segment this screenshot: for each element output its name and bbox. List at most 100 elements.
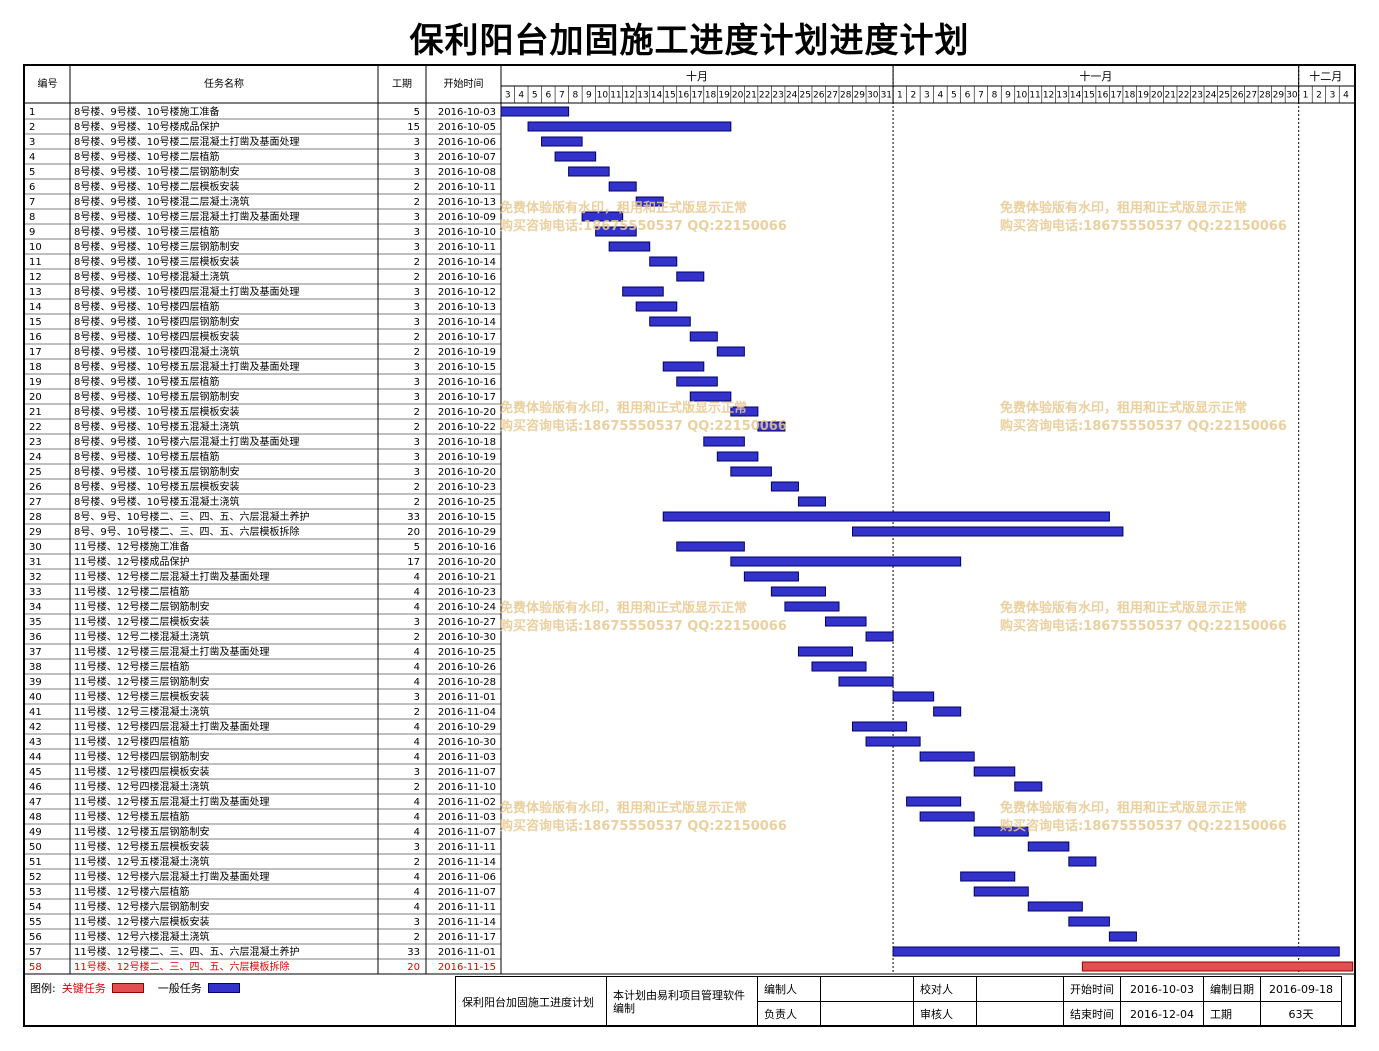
task-name: 8号楼、9号楼、10号楼四层钢筋制安 [74, 315, 239, 328]
task-bar [608, 241, 651, 252]
task-duration: 3 [414, 317, 420, 328]
day-tick-label: 4 [938, 91, 944, 101]
task-start: 2016-10-17 [438, 392, 496, 403]
task-id: 36 [29, 632, 42, 643]
day-tick-label: 24 [1205, 91, 1217, 101]
task-name: 11号楼、12号楼五层混凝土打凿及基面处理 [74, 795, 269, 808]
task-name: 8号楼、9号楼、10号楼四混凝土浇筑 [74, 345, 239, 358]
task-name: 8号、9号、10号楼二、三、四、五、六层模板拆除 [74, 525, 299, 538]
task-name: 11号楼、12号楼二层钢筋制安 [74, 600, 209, 613]
task-duration: 2 [414, 782, 420, 793]
task-duration: 20 [407, 962, 420, 973]
task-name: 11号楼、12号楼三层模板安装 [74, 690, 209, 703]
day-tick-label: 9 [1005, 91, 1011, 101]
task-start: 2016-10-25 [438, 497, 496, 508]
task-id: 47 [29, 797, 42, 808]
task-start: 2016-10-05 [438, 122, 496, 133]
task-name: 11号楼、12号楼五层模板安装 [74, 840, 209, 853]
task-id: 53 [29, 887, 42, 898]
footer-checker-value [976, 976, 1064, 1002]
task-bar [635, 196, 664, 207]
day-tick-label: 25 [1219, 91, 1230, 101]
task-duration: 4 [414, 872, 420, 883]
task-start: 2016-10-10 [438, 227, 496, 238]
task-id: 10 [29, 242, 42, 253]
task-bar [973, 826, 1029, 837]
day-tick-label: 21 [1165, 91, 1176, 101]
task-start: 2016-10-25 [438, 647, 496, 658]
task-start: 2016-10-06 [438, 137, 496, 148]
footer-checker-label: 校对人 [913, 976, 977, 1002]
task-name: 11号楼、12号楼五层钢筋制安 [74, 825, 209, 838]
footer-start-value: 2016-10-03 [1120, 976, 1204, 1002]
task-bar [933, 706, 962, 717]
day-tick-label: 16 [1097, 91, 1109, 101]
day-tick-label: 30 [1286, 91, 1298, 101]
task-name: 8号楼、9号楼、10号楼四层模板安装 [74, 330, 239, 343]
task-start: 2016-10-16 [438, 542, 496, 553]
task-id: 34 [29, 602, 42, 613]
task-bar [581, 211, 624, 222]
task-start: 2016-11-17 [438, 932, 496, 943]
day-tick-label: 17 [1110, 91, 1121, 101]
day-tick-label: 1 [1303, 91, 1309, 101]
task-id: 44 [29, 752, 42, 763]
task-bar [554, 151, 597, 162]
task-id: 29 [29, 527, 42, 538]
task-id: 9 [29, 227, 35, 238]
task-start: 2016-10-16 [438, 272, 496, 283]
task-name: 11号楼、12号楼二、三、四、五、六层模板拆除 [74, 960, 289, 973]
task-name: 8号楼、9号楼、10号楼五层混凝土打凿及基面处理 [74, 360, 299, 373]
task-duration: 3 [414, 392, 420, 403]
task-id: 25 [29, 467, 42, 478]
task-id: 48 [29, 812, 42, 823]
task-duration: 3 [414, 917, 420, 928]
footer-manager-value [820, 1001, 914, 1027]
day-tick-label: 12 [1043, 91, 1054, 101]
task-bar [811, 661, 867, 672]
task-bar [730, 556, 962, 567]
task-duration: 4 [414, 752, 420, 763]
task-duration: 2 [414, 332, 420, 343]
day-tick-label: 10 [1016, 91, 1028, 101]
task-name: 8号楼、9号楼、10号楼二层植筋 [74, 150, 219, 163]
month-label: 十二月 [1309, 69, 1342, 83]
task-start: 2016-11-01 [438, 692, 496, 703]
task-bar [541, 136, 583, 147]
task-start: 2016-10-30 [438, 632, 496, 643]
task-id: 7 [29, 197, 35, 208]
day-tick-label: 5 [532, 91, 538, 101]
day-tick-label: 5 [951, 91, 957, 101]
task-start: 2016-10-11 [438, 242, 496, 253]
task-duration: 3 [414, 362, 420, 373]
task-start: 2016-10-16 [438, 377, 496, 388]
task-bar [500, 106, 570, 117]
task-id: 45 [29, 767, 42, 778]
task-name: 11号楼、12号楼三层混凝土打凿及基面处理 [74, 645, 269, 658]
footer-reviewer-label: 审核人 [913, 1001, 977, 1027]
task-duration: 2 [414, 707, 420, 718]
day-tick-label: 27 [1246, 91, 1257, 101]
task-bar [1068, 916, 1110, 927]
task-bar [892, 946, 1340, 957]
task-name: 11号楼、12号三楼混凝土浇筑 [74, 705, 209, 718]
task-duration: 4 [414, 722, 420, 733]
task-id: 19 [29, 377, 42, 388]
task-name: 8号楼、9号楼、10号楼三层模板安装 [74, 255, 239, 268]
task-name: 8号楼、9号楼、10号楼五混凝土浇筑 [74, 495, 239, 508]
footer-end-value: 2016-12-04 [1120, 1001, 1204, 1027]
footer-duration-label: 工期 [1203, 1001, 1261, 1027]
month-label: 十一月 [1079, 69, 1112, 83]
task-name: 8号楼、9号楼、10号楼三层混凝土打凿及基面处理 [74, 210, 299, 223]
task-duration: 2 [414, 482, 420, 493]
task-bar [770, 586, 826, 597]
task-duration: 33 [407, 512, 420, 523]
day-tick-label: 20 [732, 91, 744, 101]
task-start: 2016-11-11 [438, 842, 496, 853]
task-id: 5 [29, 167, 35, 178]
task-name: 8号楼、9号楼、10号楼五层钢筋制安 [74, 465, 239, 478]
task-id: 4 [29, 152, 35, 163]
task-bar [743, 571, 799, 582]
task-duration: 4 [414, 587, 420, 598]
task-bar [973, 766, 1016, 777]
